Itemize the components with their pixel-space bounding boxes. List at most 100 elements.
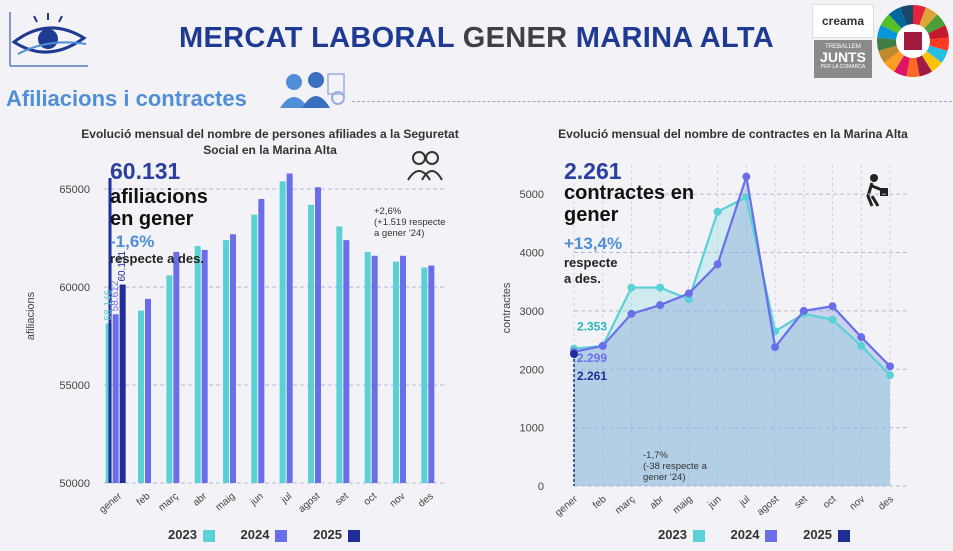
treballem-junts-badge: TREBALLEM JUNTS PER LA COMARCA (814, 40, 872, 78)
data-point (713, 207, 722, 216)
left-chart-title: Evolució mensual del nombre de persones … (81, 127, 459, 157)
series-area (574, 176, 890, 486)
y-tick-label: 5000 (520, 189, 544, 201)
x-tick-label: nov (388, 491, 407, 510)
y-tick-label: 3000 (520, 306, 544, 318)
right-chart-title: Evolució mensual del nombre de contracte… (558, 127, 908, 141)
bar (173, 251, 180, 483)
bar (112, 314, 119, 483)
bar (119, 284, 126, 483)
x-tick-label: set (333, 491, 350, 508)
sdg-segment (906, 41, 920, 78)
y-tick-label: 1000 (520, 423, 544, 435)
sdg-wheel-icon (877, 5, 949, 78)
bar (166, 275, 173, 483)
bar (258, 198, 265, 483)
right-pct: +13,4% (564, 234, 623, 253)
data-point (627, 309, 636, 318)
eye-logo-icon (9, 12, 88, 67)
x-tick-label: set (792, 494, 809, 511)
y-tick-label: 65000 (59, 184, 90, 196)
creama-logo: creama (812, 4, 874, 38)
data-point (828, 302, 837, 311)
right-legend: 2023 2024 2025 (658, 527, 851, 542)
bar (364, 251, 371, 483)
data-point (598, 341, 607, 350)
y-tick-label: 60000 (59, 282, 90, 294)
bar (428, 265, 435, 483)
right-headline-value: 2.261 (564, 158, 622, 184)
data-point (857, 341, 866, 350)
x-tick-label: març (157, 491, 181, 514)
worker-icon (866, 174, 888, 207)
data-point (684, 295, 693, 304)
series-line (573, 195, 891, 376)
x-tick-label: oct (821, 494, 838, 511)
bar (393, 261, 399, 483)
bar (138, 310, 144, 483)
bar (400, 255, 406, 483)
right-note: -1,7% (-38 respecte a gener '24) (643, 450, 707, 483)
data-point (742, 172, 751, 181)
x-tick-label: abr (191, 490, 210, 508)
left-headline-value: 60.131 (110, 158, 181, 184)
x-tick-label: jul (279, 491, 295, 507)
point-value-label: 2.299 (577, 351, 607, 365)
bar (336, 226, 343, 484)
x-tick-label: agost (297, 491, 323, 515)
people-group-icon (280, 72, 345, 108)
x-tick-label: agost (755, 494, 781, 518)
data-point (771, 343, 780, 352)
bar (201, 249, 208, 483)
data-point (857, 333, 866, 342)
point-value-label: 2.261 (577, 369, 607, 383)
data-point (627, 283, 636, 292)
x-tick-label: jul (737, 494, 753, 510)
x-tick-label: feb (135, 491, 153, 509)
x-tick-label: gener (97, 490, 124, 515)
bar-value-label: 58.612 (110, 280, 121, 311)
left-pct-text: respecte a des. (110, 251, 204, 266)
series-area (574, 197, 890, 486)
bar (223, 240, 229, 483)
x-tick-label: feb (591, 494, 609, 512)
bar (371, 255, 378, 483)
bar (145, 298, 151, 483)
people-icon (407, 151, 443, 181)
data-point (684, 289, 693, 298)
y-tick-label: 55000 (59, 380, 90, 392)
y-axis-label: afiliacions (25, 291, 37, 340)
x-tick-label: oct (362, 491, 379, 508)
bar (308, 204, 314, 484)
left-pct: -1,6% (110, 232, 155, 251)
x-tick-label: abr (648, 493, 667, 511)
bar-value-label: 58.146 (103, 289, 114, 320)
data-point (886, 362, 894, 371)
y-tick-label: 2000 (520, 364, 544, 376)
x-tick-label: maig (214, 491, 238, 513)
bar (315, 187, 321, 483)
x-tick-label: jun (248, 491, 266, 509)
bar (343, 240, 350, 483)
x-tick-label: des (416, 491, 435, 510)
x-tick-label: jun (705, 494, 723, 512)
contracts-line-chart: 0 1000 2000 3000 4000 5000 contractes 2.353 2.29… (501, 165, 910, 519)
right-headline-text1: contractes en (564, 182, 695, 204)
data-point (828, 315, 837, 324)
bar (421, 267, 428, 483)
bar (286, 173, 293, 483)
bar (194, 245, 201, 483)
data-point (656, 301, 665, 310)
data-point (713, 260, 722, 269)
y-tick-label: 0 (538, 481, 544, 493)
right-pct-text2: a des. (564, 271, 601, 286)
section-title: Afiliacions i contractes (6, 86, 247, 111)
y-tick-label: 4000 (520, 248, 544, 260)
page-title: MERCAT LABORAL GENER MARINA ALTA (179, 22, 774, 54)
data-point (799, 306, 808, 315)
bar (251, 214, 258, 483)
right-headline-text2: gener (564, 204, 619, 226)
point-value-label: 2.353 (577, 320, 607, 334)
left-legend: 2023 2024 2025 (168, 527, 361, 542)
